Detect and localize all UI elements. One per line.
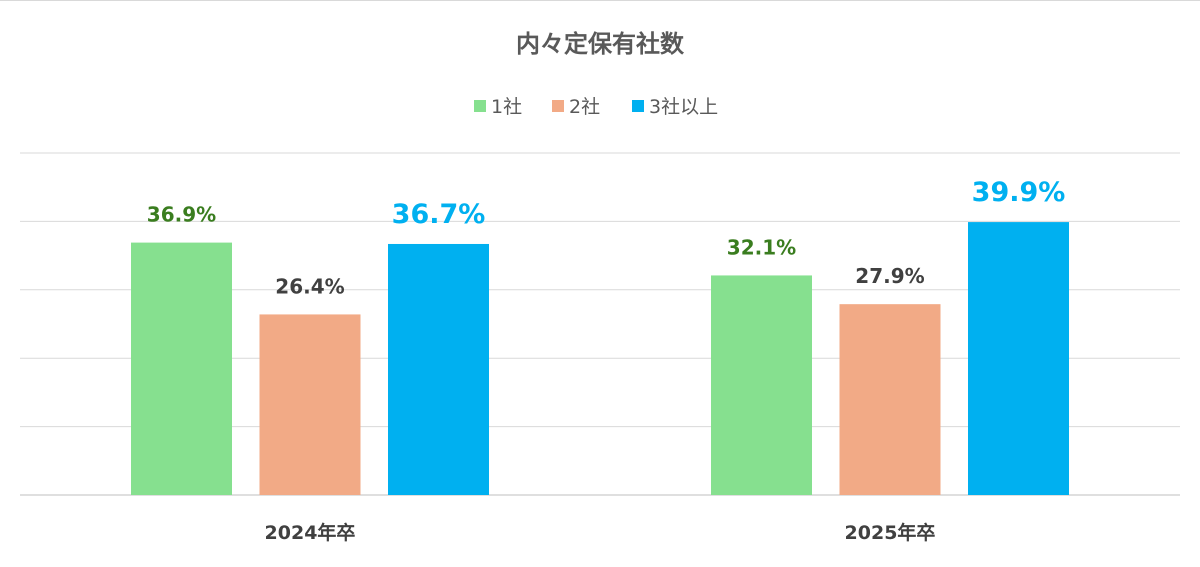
data-label: 26.4%	[275, 274, 344, 298]
bar	[131, 242, 232, 495]
x-axis-labels: 2024年卒 2025年卒	[265, 521, 936, 544]
legend-label: 1社	[491, 96, 522, 118]
legend-swatch	[474, 100, 486, 112]
bar	[968, 222, 1069, 496]
data-labels: 36.9% 26.4% 36.7% 32.1% 27.9% 39.9%	[147, 177, 1066, 298]
bar	[711, 275, 812, 495]
data-label: 36.9%	[147, 203, 216, 227]
bars	[131, 222, 1069, 496]
legend-label: 2社	[569, 96, 600, 118]
bar	[839, 304, 941, 495]
x-tick-label: 2024年卒	[265, 521, 356, 544]
bar	[388, 243, 489, 495]
data-label: 39.9%	[972, 177, 1066, 208]
legend-label: 3社以上	[649, 96, 718, 118]
data-label: 36.7%	[392, 199, 486, 230]
legend-swatch	[632, 100, 644, 112]
legend-swatch	[552, 100, 564, 112]
data-label: 32.1%	[727, 235, 796, 259]
bar	[259, 314, 361, 495]
x-tick-label: 2025年卒	[845, 521, 936, 544]
legend: 1社 2社 3社以上	[474, 96, 718, 118]
data-label: 27.9%	[855, 264, 924, 288]
chart-title: 内々定保有社数	[516, 30, 685, 58]
